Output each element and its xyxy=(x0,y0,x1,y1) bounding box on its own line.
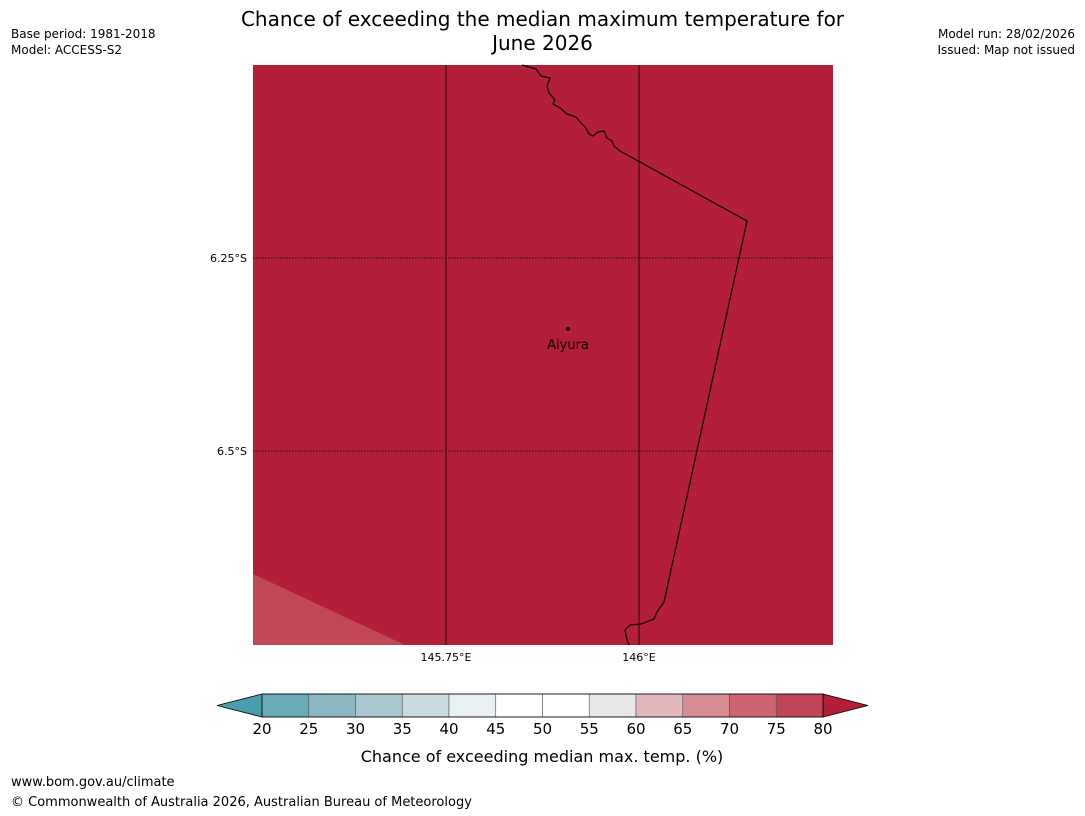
colorbar-tick-label: 55 xyxy=(580,720,599,738)
lower-probability-region xyxy=(253,574,405,645)
title-line-1: Chance of exceeding the median maximum t… xyxy=(240,7,845,31)
metadata-right: Model run: 28/02/2026 Issued: Map not is… xyxy=(937,26,1075,58)
colorbar-segment xyxy=(261,693,310,718)
colorbar-segment xyxy=(682,693,730,718)
colorbar: 20 25 30 35 40 45 50 55 60 65 70 75 80 xyxy=(216,693,869,738)
map-panel: Aiyura xyxy=(253,64,833,646)
colorbar-tick-label: 30 xyxy=(346,720,365,738)
colorbar-tick-label: 45 xyxy=(486,720,505,738)
colorbar-segment xyxy=(355,693,403,718)
title-line-2: June 2026 xyxy=(492,31,593,55)
colorbar-segment xyxy=(588,693,637,718)
colorbar-segment xyxy=(308,693,356,718)
colorbar-segment xyxy=(448,693,497,718)
lon-label-145-75: 145.75°E xyxy=(421,651,472,664)
colorbar-tick-label: 40 xyxy=(439,720,458,738)
colorbar-tick-label: 35 xyxy=(393,720,412,738)
base-period-text: Base period: 1981-2018 xyxy=(11,27,156,41)
footer-url: www.bom.gov.au/climate xyxy=(11,775,175,790)
colorbar-segment xyxy=(729,693,777,718)
colorbar-tick-label: 50 xyxy=(533,720,552,738)
colorbar-tick-label: 70 xyxy=(720,720,739,738)
colorbar-tick-label: 75 xyxy=(767,720,786,738)
map-background xyxy=(253,65,833,645)
lat-label-6-5: 6.5°S xyxy=(217,445,247,458)
model-run-text: Model run: 28/02/2026 xyxy=(937,27,1075,41)
colorbar-tick-label: 65 xyxy=(673,720,692,738)
colorbar-low-extend xyxy=(216,693,263,718)
colorbar-segment xyxy=(495,693,543,718)
colorbar-frame xyxy=(261,693,824,718)
colorbar-tick-label: 80 xyxy=(813,720,832,738)
aiyura-marker xyxy=(566,327,570,331)
lat-label-6-25: 6.25°S xyxy=(210,252,247,265)
colorbar-segment xyxy=(775,693,824,718)
colorbar-high-extend xyxy=(822,693,869,718)
colorbar-tick-label: 60 xyxy=(626,720,645,738)
colorbar-tick-label: 25 xyxy=(299,720,318,738)
model-text: Model: ACCESS-S2 xyxy=(11,43,123,57)
colorbar-segment xyxy=(635,693,684,718)
metadata-left: Base period: 1981-2018 Model: ACCESS-S2 xyxy=(11,26,156,58)
colorbar-segment xyxy=(542,693,590,718)
footer-copyright: © Commonwealth of Australia 2026, Austra… xyxy=(11,795,472,810)
colorbar-label: Chance of exceeding median max. temp. (%… xyxy=(361,747,724,766)
coastline xyxy=(521,64,748,646)
colorbar-tick-label: 20 xyxy=(252,720,271,738)
lon-label-146: 146°E xyxy=(622,651,655,664)
colorbar-segment xyxy=(401,693,450,718)
map-title: Chance of exceeding the median maximum t… xyxy=(200,7,885,55)
aiyura-label: Aiyura xyxy=(547,338,589,353)
issued-text: Issued: Map not issued xyxy=(937,43,1075,57)
